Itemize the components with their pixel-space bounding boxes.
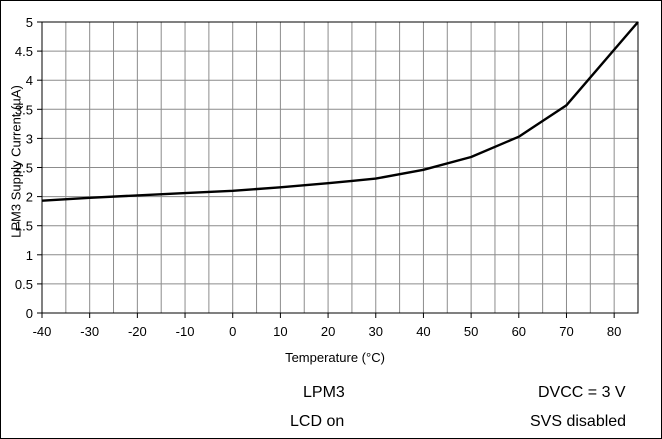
y-tick-label: 4.5 [15,44,33,59]
x-tick-label: 40 [416,324,430,339]
x-tick-label: -10 [176,324,195,339]
x-tick-label: 70 [559,324,573,339]
y-ticks: 0 0.5 1 1.5 2 2.5 3 3.5 4 4.5 5 [15,15,42,321]
x-tick-label: 60 [512,324,526,339]
note-svs: SVS disabled [530,413,627,430]
y-tick-label: 3.5 [15,102,33,117]
x-tick-label: -40 [33,324,52,339]
x-tick-label: 20 [321,324,335,339]
y-tick-label: 3 [26,131,33,146]
y-tick-label: 0 [26,306,33,321]
note-lcd: LCD on [290,413,345,430]
x-tick-label: 10 [273,324,287,339]
y-tick-label: 2.5 [15,161,33,176]
y-axis-label: LPM3 Supply Current (µA) [8,85,23,238]
x-ticks: -40 -30 -20 -10 0 10 20 30 40 50 60 70 80 [33,313,621,339]
y-tick-label: 5 [26,15,33,30]
y-tick-label: 1.5 [15,219,33,234]
y-tick-label: 2 [26,190,33,205]
x-tick-label: 80 [607,324,621,339]
x-tick-label: 50 [464,324,478,339]
x-tick-label: -20 [128,324,147,339]
x-axis-label: Temperature (°C) [285,350,385,365]
y-tick-label: 0.5 [15,277,33,292]
note-mode: LPM3 [303,384,345,401]
grid [42,22,638,313]
series-line [41,21,639,202]
x-tick-label: -30 [80,324,99,339]
note-dvcc: DVCC = 3 V [538,384,626,401]
x-tick-label: 0 [229,324,236,339]
y-tick-label: 4 [26,73,33,88]
y-tick-label: 1 [26,248,33,263]
x-tick-label: 30 [369,324,383,339]
